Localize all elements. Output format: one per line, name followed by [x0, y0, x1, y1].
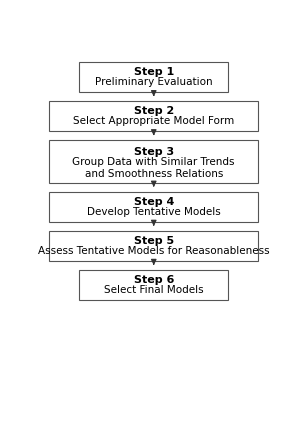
Text: Select Final Models: Select Final Models — [104, 285, 204, 295]
FancyBboxPatch shape — [49, 101, 258, 131]
Text: Step 2: Step 2 — [134, 107, 174, 116]
Text: Preliminary Evaluation: Preliminary Evaluation — [95, 77, 213, 87]
Text: Step 1: Step 1 — [134, 67, 174, 77]
FancyBboxPatch shape — [79, 270, 228, 300]
Text: Group Data with Similar Trends
and Smoothness Relations: Group Data with Similar Trends and Smoot… — [73, 157, 235, 179]
FancyBboxPatch shape — [49, 231, 258, 261]
FancyBboxPatch shape — [79, 62, 228, 92]
Text: Step 5: Step 5 — [134, 236, 174, 246]
Text: Develop Tentative Models: Develop Tentative Models — [87, 206, 220, 217]
Text: Step 6: Step 6 — [134, 275, 174, 285]
FancyBboxPatch shape — [49, 192, 258, 222]
Text: Step 3: Step 3 — [134, 147, 174, 157]
Text: Select Appropriate Model Form: Select Appropriate Model Form — [73, 116, 234, 126]
FancyBboxPatch shape — [49, 140, 258, 183]
Text: Assess Tentative Models for Reasonableness: Assess Tentative Models for Reasonablene… — [38, 246, 270, 255]
Text: Step 4: Step 4 — [134, 197, 174, 207]
